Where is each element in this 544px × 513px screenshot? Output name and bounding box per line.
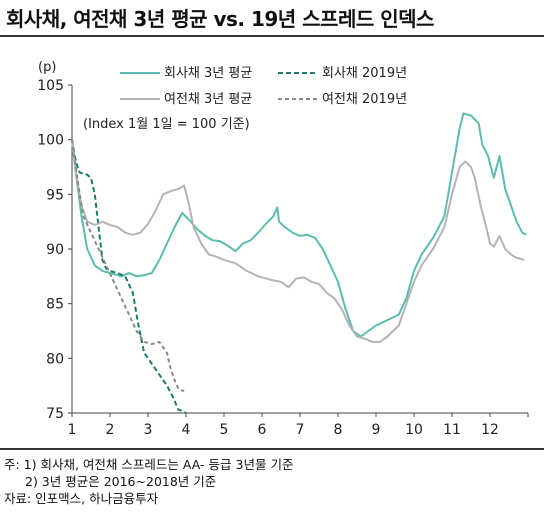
y-tick-label: 80 xyxy=(46,351,64,367)
x-tick-label: 2 xyxy=(106,422,115,438)
series-line-2 xyxy=(71,139,187,414)
x-tick-label: 6 xyxy=(258,422,267,438)
series-line-4 xyxy=(71,139,185,393)
x-tick-label: 8 xyxy=(334,422,343,438)
y-unit-label: (p) xyxy=(38,60,56,75)
legend-label-1: 회사채 3년 평균 xyxy=(164,66,252,81)
x-tick-label: 12 xyxy=(481,422,499,438)
y-tick-label: 75 xyxy=(46,406,64,422)
x-tick-label: 7 xyxy=(296,422,305,438)
x-tick-label: 4 xyxy=(182,422,191,438)
series-line-1 xyxy=(71,112,527,338)
y-tick-label: 100 xyxy=(37,133,64,149)
legend-label-3: 여전채 3년 평균 xyxy=(164,92,252,107)
footnote-2: 2) 3년 평균은 2016~2018년 기준 xyxy=(25,474,217,489)
y-tick-label: 85 xyxy=(46,297,64,313)
x-tick-label: 1 xyxy=(68,422,77,438)
source-note: 자료: 인포맥스, 하나금융투자 xyxy=(4,491,159,506)
x-tick-label: 9 xyxy=(372,422,381,438)
x-tick-label: 5 xyxy=(220,422,229,438)
legend-label-2: 회사채 2019년 xyxy=(322,66,407,81)
series-line-3 xyxy=(71,139,525,343)
chart-title: 회사채, 여전채 3년 평균 vs. 19년 스프레드 인덱스 xyxy=(6,7,434,31)
title-divider xyxy=(0,35,544,37)
footnotes: 주: 1) 회사채, 여전채 스프레드는 AA- 등급 3년물 기준 2) 3년… xyxy=(4,456,293,507)
y-tick-label: 95 xyxy=(46,187,64,203)
x-tick-label: 11 xyxy=(443,422,461,438)
footnote-1: 주: 1) 회사채, 여전채 스프레드는 AA- 등급 3년물 기준 xyxy=(4,457,294,472)
notes-divider xyxy=(0,448,544,450)
x-tick-label: 10 xyxy=(405,422,423,438)
x-tick-label: 3 xyxy=(144,422,153,438)
legend-label-4: 여전채 2019년 xyxy=(322,92,407,107)
y-tick-label: 90 xyxy=(46,242,64,258)
y-tick-label: 105 xyxy=(37,78,64,94)
chart-lines xyxy=(71,112,527,414)
index-annotation: (Index 1월 1일 = 100 기준) xyxy=(83,117,250,132)
